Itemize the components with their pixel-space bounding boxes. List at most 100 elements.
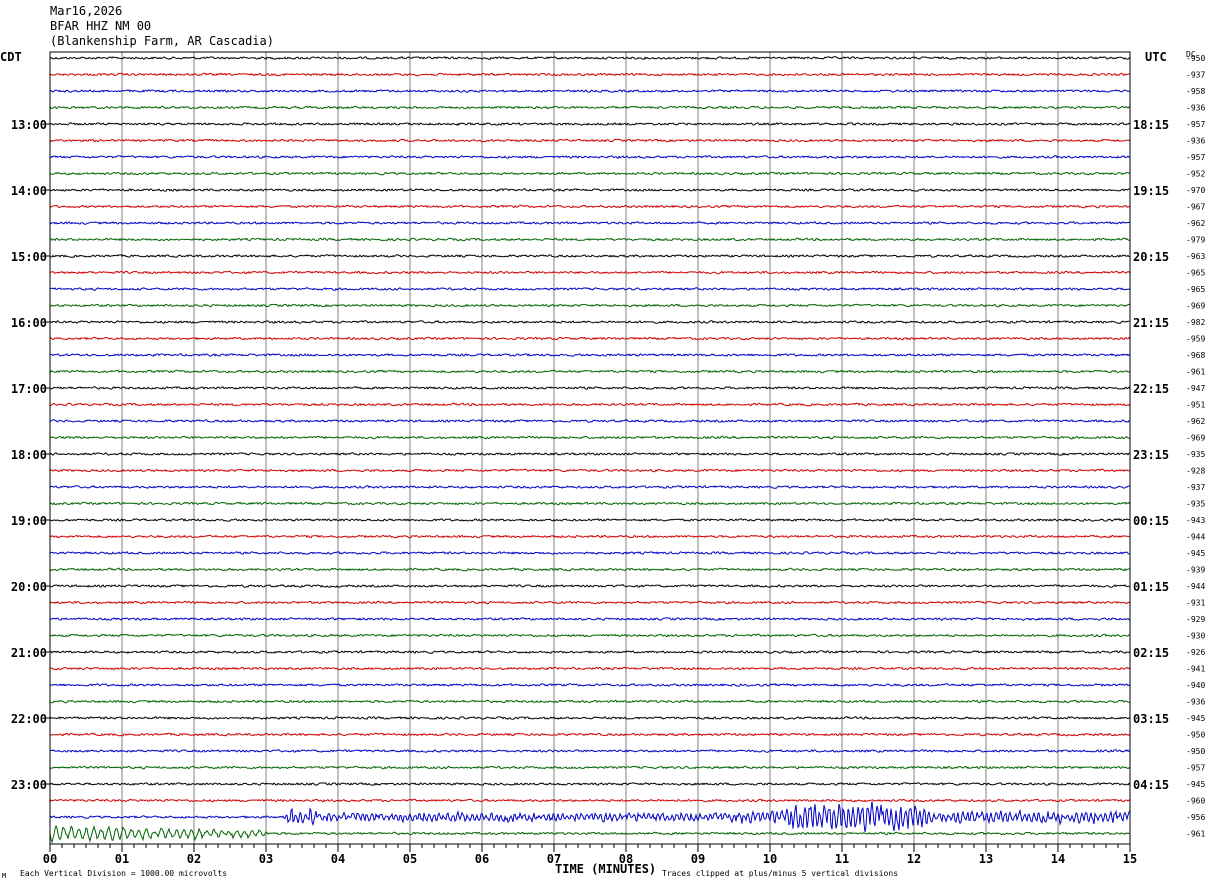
x-tick-label: 15 <box>1123 852 1137 866</box>
dc-offset-label: -960 <box>1186 797 1205 806</box>
trace-row-32 <box>49 584 1131 588</box>
x-tick-label: 11 <box>835 852 849 866</box>
trace-row-35 <box>49 633 1131 638</box>
trace-row-2 <box>49 89 1131 93</box>
left-hour-label: 13:00 <box>11 118 47 132</box>
station-id: BFAR HHZ NM 00 <box>50 19 152 33</box>
trace-row-3 <box>49 105 1131 110</box>
x-tick-label: 05 <box>403 852 417 866</box>
trace-row-11 <box>49 237 1130 242</box>
trace-row-31 <box>49 567 1130 572</box>
left-hour-label: 21:00 <box>11 646 47 660</box>
dc-offset-label: -959 <box>1186 335 1205 344</box>
trace-row-27 <box>49 501 1131 506</box>
x-tick-label: 14 <box>1051 852 1065 866</box>
right-hour-label: 01:15 <box>1133 580 1169 594</box>
dc-offset-label: -956 <box>1186 813 1205 822</box>
dc-offset-label: -965 <box>1186 269 1205 278</box>
trace-row-21 <box>49 402 1131 407</box>
dc-offset-label: -962 <box>1186 417 1205 426</box>
dc-offset-label: -945 <box>1186 780 1205 789</box>
dc-offset-label: -945 <box>1186 714 1205 723</box>
trace-row-7 <box>49 171 1131 176</box>
trace-row-45 <box>49 798 1131 803</box>
dc-offset-label: -928 <box>1186 467 1205 476</box>
x-tick-label: 12 <box>907 852 921 866</box>
trace-row-15 <box>49 303 1131 308</box>
x-tick-label: 02 <box>187 852 201 866</box>
trace-row-30 <box>49 551 1131 555</box>
dc-offset-label: -945 <box>1186 549 1205 558</box>
right-hour-label: 00:15 <box>1133 514 1169 528</box>
trace-row-8 <box>49 188 1131 192</box>
trace-row-42 <box>49 749 1131 753</box>
dc-offset-label: -957 <box>1186 120 1205 129</box>
dc-offset-label: -930 <box>1186 632 1205 641</box>
right-hour-label: 22:15 <box>1133 382 1169 396</box>
trace-row-1 <box>49 72 1131 77</box>
plot-frame <box>49 51 1131 845</box>
trace-row-5 <box>49 138 1131 143</box>
trace-row-40 <box>49 716 1131 720</box>
x-tick-label: 08 <box>619 852 633 866</box>
right-hour-label: 03:15 <box>1133 712 1169 726</box>
dc-offset-label: -941 <box>1186 665 1205 674</box>
dc-offset-label: -957 <box>1186 153 1205 162</box>
trace-row-36 <box>49 650 1131 654</box>
trace-row-29 <box>49 534 1130 539</box>
dc-offset-label: -982 <box>1186 318 1205 327</box>
trace-row-0 <box>49 56 1131 60</box>
right-hour-label: 21:15 <box>1133 316 1169 330</box>
x-axis-title: TIME (MINUTES) <box>555 862 656 876</box>
x-axis: 00 01 02 03 04 05 06 07 08 09 10 11 12 13 14 15 <box>43 844 1137 866</box>
dc-offset-label: -931 <box>1186 599 1205 608</box>
dc-offset-label: -968 <box>1186 351 1205 360</box>
dc-offset-label: -935 <box>1186 500 1205 509</box>
right-hour-label: 04:15 <box>1133 778 1169 792</box>
right-hour-label: 20:15 <box>1133 250 1169 264</box>
right-hour-label: 02:15 <box>1133 646 1169 660</box>
dc-offset-label: -979 <box>1186 236 1205 245</box>
dc-offset-label: -965 <box>1186 285 1205 294</box>
trace-row-28 <box>49 518 1131 522</box>
left-hour-label: 14:00 <box>11 184 47 198</box>
trace-row-17 <box>49 336 1131 341</box>
dc-offset-label: -935 <box>1186 450 1205 459</box>
trace-row-20 <box>49 386 1131 390</box>
seismic-traces <box>49 56 1131 844</box>
dc-offset-label: -937 <box>1186 71 1205 80</box>
dc-offset-label: -952 <box>1186 170 1205 179</box>
trace-row-10 <box>49 221 1131 225</box>
trace-row-26 <box>49 485 1131 489</box>
dc-offset-label: -961 <box>1186 368 1205 377</box>
minute-grid <box>121 52 1059 844</box>
right-hour-labels: 18:15 19:15 20:15 21:15 22:15 23:15 00:15 01:15… <box>1133 118 1169 792</box>
trace-row-46 <box>49 801 1131 832</box>
clip-note: Traces clipped at plus/minus 5 vertical … <box>662 869 898 878</box>
trace-row-47 <box>49 824 1131 844</box>
trace-row-12 <box>49 254 1131 258</box>
trace-row-34 <box>49 617 1131 621</box>
dc-offset-label: -940 <box>1186 681 1205 690</box>
x-tick-label: 13 <box>979 852 993 866</box>
trace-row-41 <box>49 732 1131 737</box>
trace-row-22 <box>49 419 1131 423</box>
right-hour-label: 18:15 <box>1133 118 1169 132</box>
dc-offset-label: -961 <box>1186 830 1205 839</box>
x-tick-label: 06 <box>475 852 489 866</box>
dc-offset-label: -937 <box>1186 483 1205 492</box>
trace-row-43 <box>49 765 1131 770</box>
station-location: (Blankenship Farm, AR Cascadia) <box>50 34 274 48</box>
dc-offset-labels: -950 -937 -958 -936 -957 -936 -957 -952 -970 -967… <box>1186 54 1205 839</box>
dc-offset-label: -936 <box>1186 137 1205 146</box>
left-hour-labels: 13:00 14:00 15:00 16:00 17:00 18:00 19:00 20:00… <box>11 118 50 792</box>
dc-offset-label: -950 <box>1186 731 1205 740</box>
right-hour-label: 23:15 <box>1133 448 1169 462</box>
dc-header: DC <box>1186 50 1196 59</box>
x-tick-label: 00 <box>43 852 57 866</box>
x-tick-label: 10 <box>763 852 777 866</box>
dc-offset-label: -967 <box>1186 203 1205 212</box>
x-tick-label: 04 <box>331 852 345 866</box>
left-hour-label: 18:00 <box>11 448 47 462</box>
